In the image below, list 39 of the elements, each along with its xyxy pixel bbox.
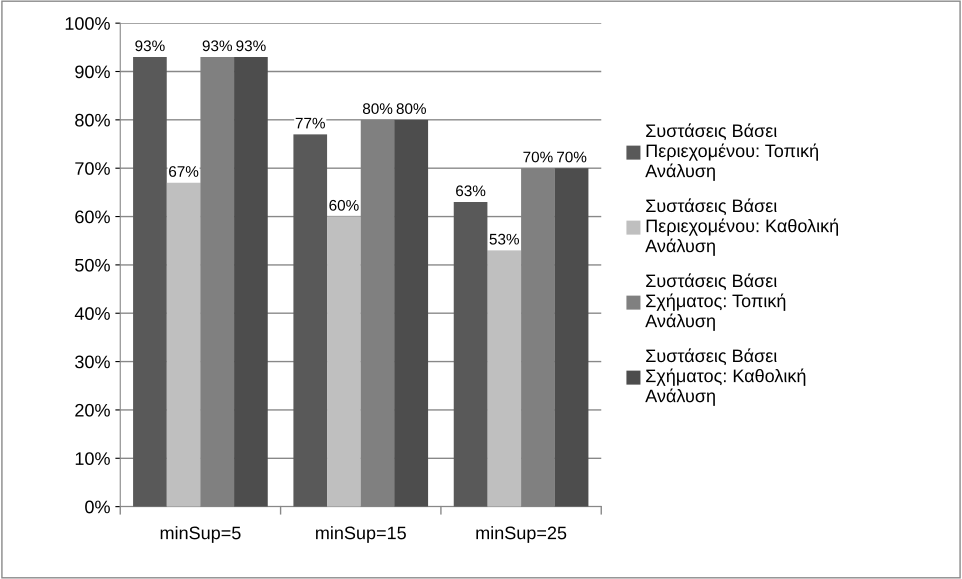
legend-label: Συστάσεις Βάσει Σχήματος: Τοπική Ανάλυση (645, 273, 786, 331)
legend-label: Συστάσεις Βάσει Σχήματος: Καθολική Ανάλυση (645, 348, 806, 406)
data-label: 70% (557, 152, 586, 162)
y-tick-label: 60% (75, 210, 110, 224)
y-tick-label: 0% (85, 500, 110, 514)
data-label: 60% (329, 200, 359, 211)
data-label: 70% (523, 152, 553, 162)
data-label: 80% (362, 103, 392, 114)
bar (234, 57, 268, 507)
y-tick-label: 50% (75, 258, 110, 272)
data-label: 67% (169, 166, 198, 177)
x-tick-label: minSup=25 (476, 526, 566, 543)
x-tick-label: minSup=5 (160, 526, 241, 543)
y-tick-label: 80% (75, 114, 110, 127)
bar (487, 250, 522, 507)
bar (327, 216, 361, 507)
y-tick-label: 20% (75, 404, 110, 417)
y-tick-label: 90% (75, 65, 110, 78)
data-label: 93% (202, 40, 232, 52)
data-label: 77% (296, 118, 325, 128)
y-tick-label: 40% (74, 307, 110, 320)
data-label: 53% (490, 234, 519, 245)
y-tick-label: 10% (76, 452, 110, 465)
bar (454, 202, 488, 507)
legend-label: Συστάσεις Βάσει Περιεχομένου: Καθολική Ανάλυση (645, 198, 838, 256)
data-label: 63% (456, 185, 486, 196)
bar (554, 168, 588, 507)
data-label: 80% (396, 103, 426, 114)
y-tick-label: 70% (75, 162, 110, 175)
x-tick-label: minSup=15 (316, 526, 406, 543)
legend-label: Συστάσεις Βάσει Περιεχομένου: Τοπική Ανάλυση (645, 123, 818, 181)
bar (293, 134, 328, 507)
y-tick-label: 100% (66, 17, 110, 30)
bar (133, 57, 167, 507)
y-tick-label: 30% (75, 356, 110, 368)
data-label: 93% (236, 40, 266, 52)
bar (394, 120, 428, 507)
data-label: 93% (135, 40, 165, 52)
bar (166, 182, 200, 507)
